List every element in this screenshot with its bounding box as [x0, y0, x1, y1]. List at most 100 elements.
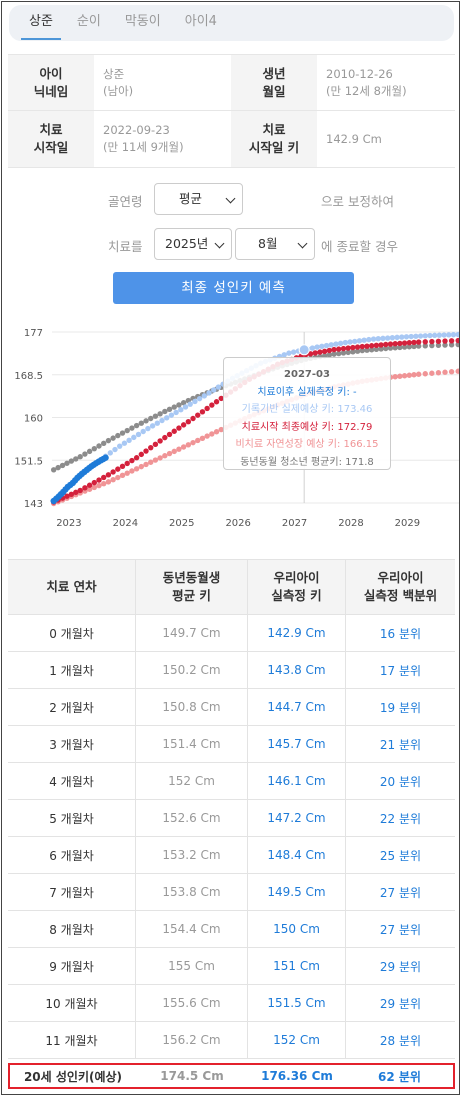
percentile: 25 분위: [379, 848, 422, 863]
series-point: [352, 338, 358, 345]
percentile: 27 분위: [379, 922, 422, 937]
chart-tooltip: 2027-03 치료이후 실제측정 키: - 기록기반 실제예상 키: 173.…: [223, 357, 391, 470]
series-point: [415, 343, 422, 349]
series-point: [429, 370, 435, 376]
series-point: [209, 402, 215, 408]
series-point: [105, 437, 112, 444]
series-point: [213, 399, 220, 405]
series-point: [392, 345, 398, 351]
series-point: [403, 334, 410, 340]
avg-height: 153.2 Cm: [136, 837, 248, 873]
series-point: [82, 451, 88, 457]
series-point: [375, 336, 381, 342]
series-point: [431, 332, 438, 339]
series-point: [195, 412, 201, 418]
series-point: [399, 334, 405, 340]
series-point: [201, 393, 208, 399]
series-point: [354, 344, 361, 350]
series-point: [435, 370, 442, 376]
percentile: 22 분위: [379, 811, 422, 826]
percentile: 29 분위: [379, 959, 422, 974]
series-point: [145, 425, 151, 432]
header-cell: 우리아이 실측정 키: [248, 560, 346, 614]
series-point: [135, 431, 142, 438]
series-point: [133, 455, 140, 461]
end-month-select[interactable]: 8월: [235, 228, 315, 260]
series-point: [422, 371, 428, 377]
y-tick-label: 160: [24, 414, 43, 425]
series-point: [124, 460, 130, 467]
series-point: [384, 335, 391, 341]
series-point: [356, 338, 363, 344]
series-point: [328, 342, 334, 348]
series-point: [162, 408, 168, 415]
month-label: 5 개월차: [8, 800, 136, 836]
series-point: [368, 343, 375, 349]
x-tick-label: 2028: [338, 518, 363, 529]
series-point: [115, 432, 121, 439]
series-point: [152, 441, 159, 448]
series-point: [126, 437, 132, 443]
series-point: [345, 349, 351, 356]
series-point: [199, 409, 206, 415]
series-point: [354, 348, 361, 354]
final-percentile: 62 분위: [378, 1069, 421, 1084]
series-point: [138, 451, 145, 458]
series-point: [448, 369, 455, 375]
tooltip-title: 2027-03: [284, 369, 330, 380]
series-point: [129, 425, 135, 431]
tab-child-1[interactable]: 상준: [21, 5, 61, 41]
series-point: [392, 374, 398, 380]
series-point: [406, 344, 412, 350]
series-point: [373, 342, 380, 349]
series-point: [171, 428, 177, 434]
month-label: 8 개월차: [8, 911, 136, 947]
series-point: [387, 341, 394, 347]
series-point: [152, 457, 159, 463]
series-point: [50, 467, 57, 473]
tooltip-line: 기록기반 실제예상 키: 173.46: [241, 404, 373, 415]
tab-child-2[interactable]: 순이: [76, 14, 101, 29]
y-tick-label: 168.5: [14, 371, 43, 382]
series-point: [124, 470, 130, 476]
series-point: [168, 412, 175, 418]
series-point: [119, 430, 126, 436]
month-label: 0 개월차: [8, 615, 136, 651]
series-point: [347, 339, 353, 345]
my-height: 144.7 Cm: [248, 689, 346, 725]
predict-button[interactable]: 최종 성인키 예측: [113, 272, 354, 304]
percentile: 29 분위: [379, 996, 422, 1011]
series-point: [152, 413, 159, 419]
series-point: [196, 395, 203, 402]
series-point: [345, 345, 351, 351]
series-point: [373, 346, 380, 353]
my-height: 151 Cm: [248, 948, 346, 984]
series-point: [138, 463, 145, 470]
series-point: [59, 462, 66, 469]
series-point: [336, 350, 342, 357]
series-point: [387, 345, 394, 351]
series-point: [115, 466, 121, 472]
end-year-select[interactable]: 2025년: [154, 228, 232, 260]
series-point: [96, 477, 102, 483]
table-row: 7 개월차 153.8 Cm 149.5 Cm 27 분위: [8, 874, 455, 911]
tab-child-3[interactable]: 막동이: [124, 14, 161, 29]
series-point: [101, 440, 107, 447]
series-point: [204, 405, 210, 412]
end-date-row: 치료를 2025년 8월 에 종료할 경우: [2, 228, 459, 260]
series-point: [162, 453, 168, 459]
bone-age-select[interactable]: 평균: [154, 183, 243, 215]
series-point: [309, 345, 316, 351]
series-point: [131, 434, 137, 441]
series-point: [417, 333, 424, 339]
series-point: [77, 487, 83, 494]
series-point: [64, 493, 70, 499]
tab-child-4[interactable]: 아이4: [184, 14, 217, 29]
start-height-label: 치료 시작일 키: [231, 111, 317, 167]
series-point: [359, 343, 365, 350]
series-point: [110, 469, 116, 475]
series-point: [321, 348, 328, 354]
series-point: [68, 458, 75, 464]
series-point: [397, 344, 403, 351]
series-point: [187, 401, 193, 407]
